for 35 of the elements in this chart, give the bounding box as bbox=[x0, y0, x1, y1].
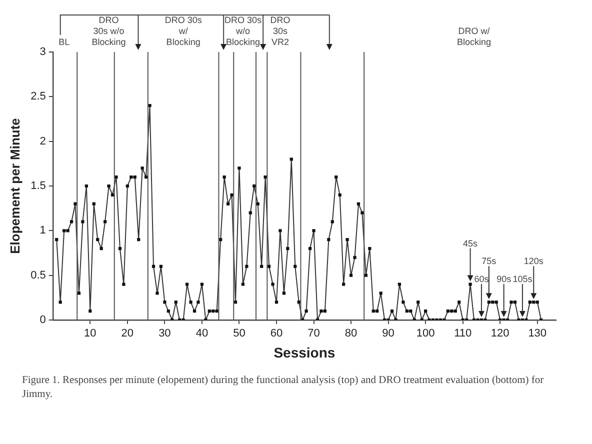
x-tick-label: 10 bbox=[84, 328, 96, 340]
x-tick-label: 50 bbox=[233, 328, 246, 340]
x-tick-label: 120 bbox=[490, 328, 510, 340]
annotation: 60s bbox=[474, 274, 490, 284]
annotation: 90s bbox=[496, 274, 512, 284]
x-tick-label: 130 bbox=[528, 328, 547, 340]
y-tick-label: 3 bbox=[40, 46, 46, 58]
x-tick-label: 60 bbox=[270, 328, 283, 340]
x-tick-label: 30 bbox=[158, 328, 171, 340]
text: BL bbox=[58, 37, 70, 47]
y-axis-title: Elopement per Minute bbox=[7, 118, 22, 254]
x-tick-label: 100 bbox=[416, 328, 435, 340]
annotation: 75s bbox=[482, 256, 497, 266]
annotation: 105s bbox=[512, 274, 533, 284]
x-tick-label: 90 bbox=[382, 328, 394, 340]
y-tick-label: 0.5 bbox=[30, 269, 46, 282]
y-tick-label: 1.5 bbox=[30, 180, 46, 192]
x-tick-label: 80 bbox=[344, 328, 358, 340]
y-tick-label: 2.5 bbox=[30, 90, 46, 103]
x-tick-label: 40 bbox=[196, 328, 208, 340]
x-tick-label: 20 bbox=[121, 328, 134, 340]
caption: Figure 1. Responses per minute (elopement) during the functional analysis (top) and DRO treatment evaluation (bottom) for Jimmy. bbox=[22, 374, 545, 402]
text: DRO 30s w/o Blocking bbox=[224, 15, 262, 47]
x-tick-label: 70 bbox=[308, 328, 320, 340]
y-tick-label: 1 bbox=[40, 224, 46, 237]
annotation: 120s bbox=[524, 256, 544, 266]
text: DRO w/ Blocking bbox=[456, 26, 492, 47]
text: DRO 30s w/o Blocking bbox=[92, 15, 126, 47]
annotation: 45s bbox=[463, 238, 478, 248]
y-tick-label: 0 bbox=[40, 314, 46, 326]
x-axis-title: Sessions bbox=[274, 344, 336, 360]
text: DRO 30s VR2 bbox=[270, 15, 290, 47]
x-tick-label: 110 bbox=[454, 328, 472, 340]
y-tick-label: 2 bbox=[40, 135, 46, 148]
text: DRO 30s w/ Blocking bbox=[164, 15, 202, 47]
